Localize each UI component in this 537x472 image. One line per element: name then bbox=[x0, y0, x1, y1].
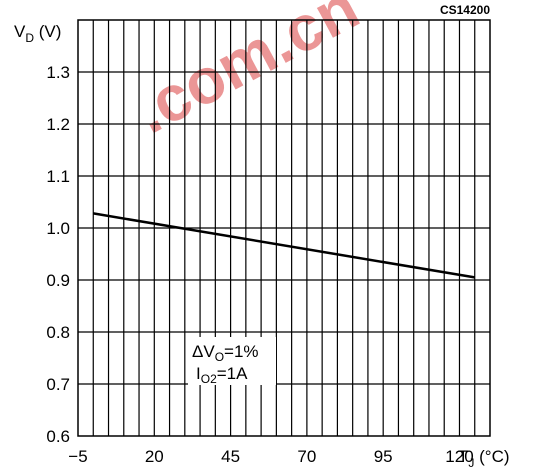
y-tick-label: 0.7 bbox=[46, 375, 70, 394]
x-tick-label: −5 bbox=[68, 447, 87, 466]
plot-frame bbox=[77, 19, 491, 437]
y-tick-label: 1.1 bbox=[46, 167, 70, 186]
x-tick-label: 45 bbox=[221, 447, 240, 466]
y-axis-label-main: V bbox=[14, 22, 26, 41]
y-tick-label: 1.0 bbox=[46, 219, 70, 238]
annotation-line-2-suffix: =1A bbox=[217, 364, 248, 383]
annotation-line-1-prefix: ΔV bbox=[192, 342, 215, 361]
annotation-line-2-prefix: I bbox=[196, 364, 201, 383]
annotation: ΔVO=1% IO2=1A bbox=[188, 337, 276, 386]
annotation-line-1-suffix: =1% bbox=[224, 342, 259, 361]
x-axis-label: TJ (°C) bbox=[458, 447, 510, 470]
y-tick-label: 0.6 bbox=[46, 427, 70, 446]
series-line bbox=[93, 212, 475, 279]
annotation-line-2: IO2=1A bbox=[196, 364, 248, 386]
x-tick-label: 70 bbox=[297, 447, 316, 466]
x-axis-label-sub: J bbox=[468, 456, 474, 470]
y-axis-label: VD (V) bbox=[14, 22, 61, 45]
y-axis-label-sub: D bbox=[25, 31, 34, 45]
y-tick-label: 1.3 bbox=[46, 63, 70, 82]
y-tick-label: 0.9 bbox=[46, 271, 70, 290]
annotation-line-1: ΔVO=1% bbox=[192, 342, 259, 364]
annotation-line-2-sub: O2 bbox=[201, 372, 217, 386]
y-tick-label: 0.8 bbox=[46, 323, 70, 342]
x-axis-label-main: T bbox=[458, 447, 468, 466]
y-axis-label-unit: (V) bbox=[34, 22, 61, 41]
x-axis-label-unit: (°C) bbox=[474, 447, 509, 466]
y-tick-labels: 0.6 0.7 0.8 0.9 1.0 1.1 1.2 1.3 bbox=[46, 63, 70, 446]
y-tick-label: 1.2 bbox=[46, 115, 70, 134]
x-tick-label: 20 bbox=[145, 447, 164, 466]
code-label: CS14200 bbox=[440, 3, 490, 17]
annotation-backdrop bbox=[188, 337, 276, 385]
x-tick-label: 120 bbox=[445, 447, 473, 466]
annotation-line-1-sub: O bbox=[215, 350, 224, 364]
x-tick-label: 95 bbox=[374, 447, 393, 466]
x-tick-labels: −5 20 45 70 95 120 bbox=[68, 447, 473, 466]
